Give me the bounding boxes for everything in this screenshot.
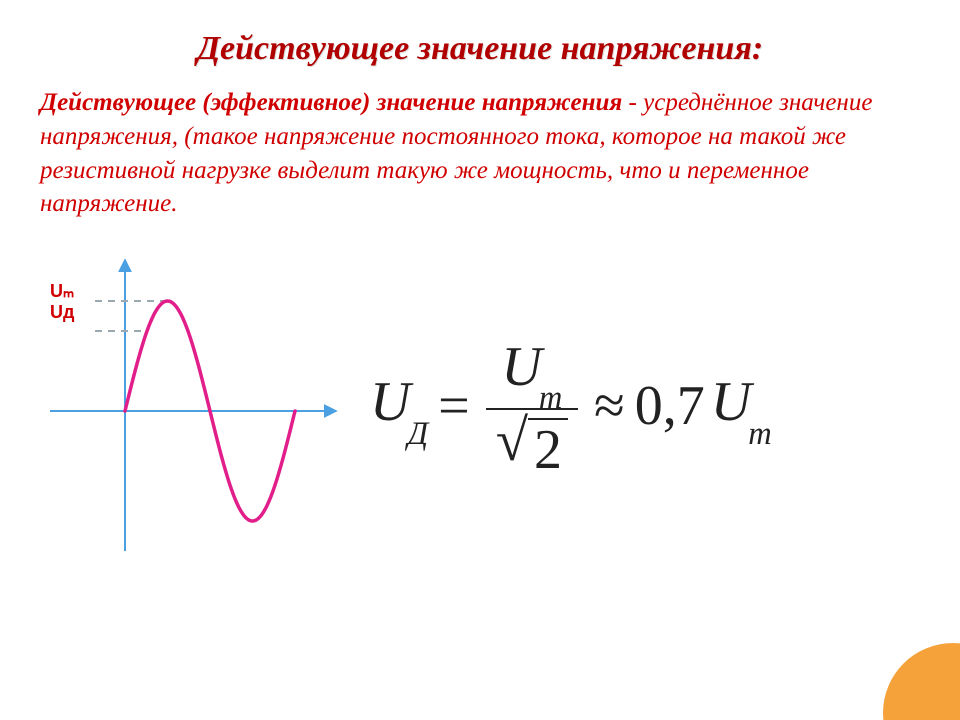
page-title: Действующее значение напряжения:: [40, 30, 920, 68]
radical-sign: √: [496, 412, 528, 471]
sine-svg: [40, 251, 340, 561]
var-Um: Um: [711, 370, 772, 441]
equals-sign: =: [438, 374, 470, 438]
var-U: UД: [370, 370, 428, 441]
denominator: √ 2: [486, 408, 578, 478]
definition-text: Действующее (эффективное) значение напря…: [40, 86, 920, 221]
coeff: 0,7: [635, 374, 705, 438]
label-um: Uₘ: [50, 281, 74, 302]
axis-labels: Uₘ Uд: [50, 281, 74, 322]
content-row: Uₘ Uд UД = Um √ 2 ≈ 0,7Um: [40, 251, 920, 561]
formula: UД = Um √ 2 ≈ 0,7Um: [370, 335, 772, 478]
approx-sign: ≈: [594, 374, 625, 438]
definition-lead: Действующее (эффективное) значение напря…: [40, 89, 622, 116]
sqrt: √ 2: [496, 414, 568, 478]
numerator: Um: [493, 335, 570, 408]
fraction: Um √ 2: [486, 335, 578, 478]
sine-chart: Uₘ Uд: [40, 251, 340, 561]
radicand: 2: [528, 418, 568, 482]
label-ud: Uд: [50, 302, 74, 323]
corner-decor-circle: [883, 643, 960, 720]
